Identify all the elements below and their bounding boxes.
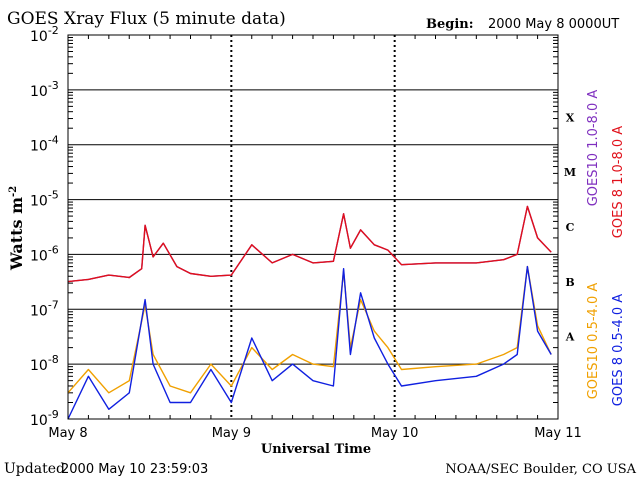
y-tick-label: 10-6 bbox=[30, 243, 59, 264]
y-axis-label: Watts m-2 bbox=[7, 186, 26, 271]
updated-value: 2000 May 10 23:59:03 bbox=[61, 462, 208, 477]
x-tick-labels: May 8 May 9 May 10 May 11 bbox=[48, 426, 581, 441]
series-line bbox=[67, 205, 552, 283]
flare-class-label: M bbox=[564, 166, 576, 179]
y-tick-label: 10-4 bbox=[30, 134, 59, 155]
y-tick-label: 10-7 bbox=[30, 298, 59, 319]
flare-class-label: A bbox=[565, 331, 575, 344]
y-tick-label: 10-3 bbox=[30, 79, 59, 100]
legend: GOES10 1.0-8.0 A GOES 8 1.0-8.0 A GOES10 0… bbox=[586, 90, 626, 407]
flare-class-label: C bbox=[566, 221, 575, 234]
series-line bbox=[67, 265, 552, 420]
y-tick-labels: 10-2 10-3 10-4 10-5 10-6 10-7 10-8 10-9 bbox=[30, 24, 59, 429]
x-tick-label: May 10 bbox=[371, 426, 419, 441]
begin-value: 2000 May 8 0000UT bbox=[488, 17, 619, 32]
updated-label: Updated bbox=[4, 461, 65, 477]
legend-entry: GOES 8 0.5-4.0 A bbox=[611, 294, 626, 406]
chart-title: GOES Xray Flux (5 minute data) bbox=[7, 9, 286, 29]
legend-entry: GOES10 0.5-4.0 A bbox=[586, 283, 601, 400]
y-tick-label: 10-5 bbox=[30, 189, 59, 210]
y-tick-label: 10-9 bbox=[30, 408, 59, 429]
x-tick-label: May 9 bbox=[212, 426, 251, 441]
flare-class-labels: X M C B A bbox=[564, 111, 576, 343]
flare-class-label: X bbox=[566, 111, 575, 124]
x-tick-label: May 8 bbox=[48, 426, 87, 441]
grid bbox=[68, 89, 558, 365]
series-layer bbox=[67, 205, 552, 420]
legend-entry: GOES10 1.0-8.0 A bbox=[586, 90, 601, 207]
flare-class-label: B bbox=[565, 276, 574, 289]
begin-label: Begin: bbox=[426, 17, 474, 32]
x-axis-label: Universal Time bbox=[261, 442, 371, 457]
legend-entry: GOES 8 1.0-8.0 A bbox=[611, 126, 626, 238]
y-tick-label: 10-8 bbox=[30, 353, 59, 374]
plot-frame bbox=[67, 34, 559, 420]
y-tick-label: 10-2 bbox=[30, 24, 59, 45]
x-tick-label: May 11 bbox=[534, 426, 582, 441]
y-minor-ticks bbox=[68, 37, 558, 403]
source-credit: NOAA/SEC Boulder, CO USA bbox=[445, 462, 636, 477]
day-dividers bbox=[87, 35, 539, 419]
